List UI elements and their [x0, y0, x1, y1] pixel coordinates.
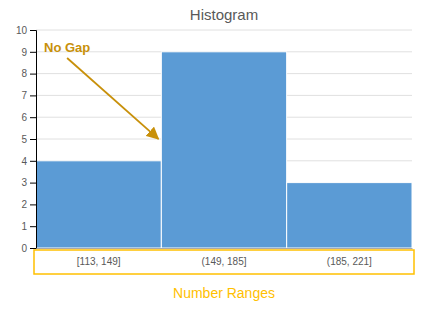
title: Histogram	[190, 6, 258, 23]
y-tick-label: 8	[21, 68, 27, 79]
x-axis: [113, 149] (149, 185] (185, 221]	[37, 249, 413, 268]
y-tick: 6	[21, 112, 36, 123]
annotation: No Gap	[44, 40, 90, 55]
x-axis-line	[37, 248, 413, 249]
bar	[287, 183, 412, 248]
y-tick-mark	[30, 248, 36, 249]
grid	[36, 30, 412, 248]
bar	[161, 52, 286, 248]
y-tick-mark	[30, 30, 36, 31]
y-tick-mark	[30, 161, 36, 162]
y-tick-label: 3	[21, 177, 27, 188]
y-tick: 10	[16, 25, 36, 36]
y-tick-mark	[30, 226, 36, 227]
x-tick: [113, 149]	[77, 256, 121, 267]
y-tick-label: 5	[21, 134, 27, 145]
x-tick-label: (185, 221]	[327, 256, 372, 267]
y-tick: 4	[21, 156, 36, 167]
y-tick: 3	[21, 177, 36, 188]
y-tick: 2	[21, 199, 36, 210]
x-label: Number Ranges	[173, 285, 275, 301]
y-tick-label: 4	[21, 156, 27, 167]
y-tick-mark	[30, 95, 36, 96]
y-tick-label: 0	[21, 243, 27, 254]
bars	[36, 52, 412, 248]
y-axis: 0 1 2 3 4 5 6 7 8 9 10	[16, 25, 37, 254]
y-tick-mark	[30, 52, 36, 53]
y-tick: 5	[21, 134, 36, 145]
y-tick-mark	[30, 74, 36, 75]
x-tick: (185, 221]	[327, 256, 372, 267]
tick-label-box	[34, 250, 414, 274]
x-tick-label: [113, 149]	[77, 256, 121, 267]
plot: 0 1 2 3 4 5 6 7 8 9 10 [113, 149] (149, 185] (185, 22…	[16, 25, 414, 274]
y-tick: 9	[21, 47, 36, 58]
y-axis-line	[30, 31, 37, 249]
y-tick: 8	[21, 68, 36, 79]
y-tick: 1	[21, 221, 36, 232]
chart: 0 1 2 3 4 5 6 7 8 9 10 [113, 149] (149, 185] (185, 22…	[0, 0, 428, 310]
y-tick-mark	[30, 183, 36, 184]
x-tick-label: (149, 185]	[201, 256, 246, 267]
y-tick-mark	[30, 117, 36, 118]
bar	[36, 161, 161, 248]
y-tick: 7	[21, 90, 36, 101]
x-tick: (149, 185]	[201, 256, 246, 267]
y-tick-label: 7	[21, 90, 27, 101]
y-tick-label: 10	[16, 25, 28, 36]
annotation-arrow	[67, 58, 158, 139]
y-tick-mark	[30, 139, 36, 140]
y-tick-label: 6	[21, 112, 27, 123]
y-tick-label: 1	[21, 221, 27, 232]
grid-line	[36, 30, 412, 31]
y-tick-mark	[30, 204, 36, 205]
y-tick-label: 9	[21, 47, 27, 58]
y-tick-label: 2	[21, 199, 27, 210]
